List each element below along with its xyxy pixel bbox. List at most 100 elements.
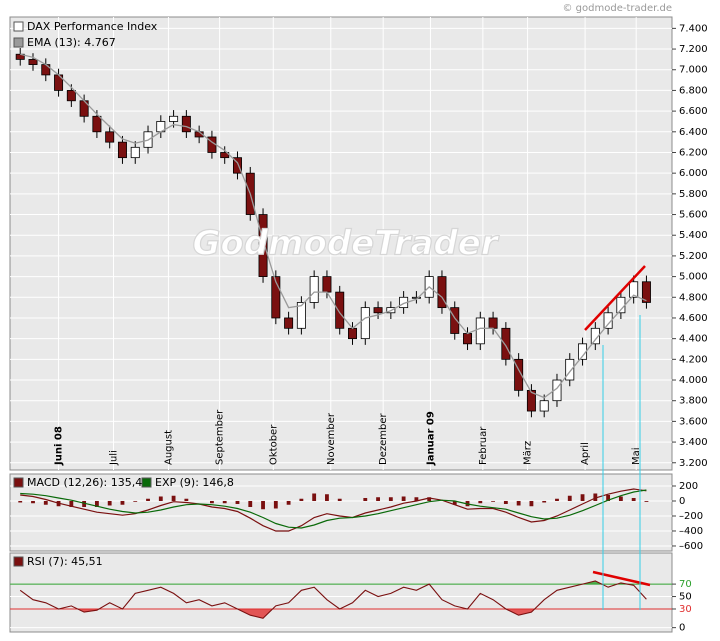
y-tick-label: –600 bbox=[679, 541, 703, 552]
y-tick-label: 0 bbox=[679, 623, 685, 634]
y-tick-label: 6.000 bbox=[679, 168, 708, 179]
histogram-bar bbox=[542, 500, 547, 503]
histogram-bar bbox=[529, 500, 534, 507]
histogram-bar bbox=[235, 500, 240, 504]
ema-line bbox=[20, 53, 647, 399]
x-tick-label: Oktober bbox=[268, 424, 279, 465]
plot-area bbox=[10, 17, 672, 470]
legend-label: DAX Performance Index bbox=[27, 20, 158, 33]
y-tick-label: 50 bbox=[679, 592, 692, 603]
histogram-bar bbox=[631, 497, 636, 501]
histogram-bar bbox=[491, 500, 495, 502]
histogram-bar bbox=[171, 495, 176, 501]
y-tick-label: 5.800 bbox=[679, 189, 708, 200]
histogram-bar bbox=[503, 500, 508, 504]
y-tick-label: 6.200 bbox=[679, 147, 708, 158]
x-tick-label: August bbox=[163, 430, 174, 465]
histogram-bar bbox=[312, 493, 317, 501]
y-tick-label: 3.600 bbox=[679, 416, 708, 427]
legend-label: EMA (13): 4.767 bbox=[27, 36, 116, 49]
panel-background bbox=[9, 552, 673, 633]
histogram-bar bbox=[184, 498, 189, 501]
source: © godmode-trader.de bbox=[563, 3, 673, 14]
y-tick-label: 6.400 bbox=[679, 127, 708, 138]
histogram-bar bbox=[337, 498, 342, 501]
candle-body bbox=[271, 276, 281, 319]
candle-body bbox=[169, 115, 179, 122]
candle-body bbox=[92, 115, 102, 133]
candle-body bbox=[130, 146, 140, 159]
histogram-bar bbox=[248, 500, 253, 507]
candle-body bbox=[117, 141, 127, 159]
y-tick-label: 5.600 bbox=[679, 210, 708, 221]
candle-body bbox=[309, 276, 319, 303]
histogram-bar bbox=[94, 500, 99, 507]
x-tick-label: Dezember bbox=[378, 413, 389, 465]
histogram-bar bbox=[618, 496, 623, 501]
candle-body bbox=[258, 214, 268, 277]
histogram-bar bbox=[580, 494, 585, 501]
y-tick-label: 6.800 bbox=[679, 85, 708, 96]
histogram-bar bbox=[388, 497, 393, 501]
legend-label: EXP (9): 146,8 bbox=[155, 476, 234, 489]
candle-body bbox=[181, 115, 191, 133]
histogram-bar bbox=[567, 495, 572, 501]
y-tick-label: 3.800 bbox=[679, 396, 708, 407]
watermark: GodmodeTrader bbox=[192, 224, 499, 264]
histogram-bar bbox=[299, 498, 304, 501]
candle-body bbox=[603, 312, 613, 329]
candle-body bbox=[322, 276, 332, 293]
legend-swatch bbox=[13, 477, 24, 488]
histogram-bar bbox=[261, 500, 265, 510]
histogram-bar bbox=[273, 500, 278, 509]
histogram-bar bbox=[376, 497, 380, 501]
histogram-bar bbox=[146, 498, 150, 501]
candle-body bbox=[66, 90, 76, 102]
histogram-bar bbox=[31, 500, 35, 504]
y-tick-label: 4.000 bbox=[679, 375, 708, 386]
panel-background bbox=[9, 473, 673, 552]
histogram-bar bbox=[427, 497, 432, 501]
legend-swatch bbox=[13, 37, 24, 48]
indicator-line bbox=[20, 489, 647, 529]
candle-body bbox=[590, 327, 600, 345]
histogram-bar bbox=[516, 500, 521, 506]
histogram-bar bbox=[414, 497, 419, 501]
x-tick-label: Mai bbox=[631, 447, 642, 465]
y-tick-label: 5.200 bbox=[679, 251, 708, 262]
histogram-bar bbox=[158, 496, 163, 501]
candle-body bbox=[565, 358, 575, 381]
indicator-line bbox=[20, 488, 647, 532]
y-tick-label: 3.200 bbox=[679, 458, 708, 469]
candle-body bbox=[335, 291, 345, 329]
x-tick-label: November bbox=[326, 412, 337, 465]
x-tick-label: Juli bbox=[109, 450, 120, 466]
legend-swatch bbox=[141, 477, 152, 488]
candle-body bbox=[475, 317, 485, 345]
histogram-bar bbox=[606, 494, 611, 501]
candle-body bbox=[411, 296, 421, 299]
legend-swatch bbox=[13, 556, 24, 567]
y-tick-label: 4.600 bbox=[679, 313, 708, 324]
histogram-bar bbox=[222, 500, 227, 504]
y-tick-label: –400 bbox=[679, 526, 703, 537]
candle-body bbox=[450, 307, 460, 334]
candle-body bbox=[28, 59, 38, 65]
histogram-bar bbox=[18, 500, 23, 503]
candle-body bbox=[641, 281, 651, 303]
rsi-line bbox=[19, 580, 647, 619]
candle-body bbox=[437, 276, 447, 309]
histogram-bar bbox=[478, 500, 483, 504]
trend-line bbox=[584, 265, 646, 331]
panel-background bbox=[9, 16, 673, 471]
y-tick-label: –200 bbox=[679, 511, 703, 522]
y-tick-label: 4.200 bbox=[679, 354, 708, 365]
y-tick-label: 70 bbox=[679, 579, 692, 590]
histogram-bar bbox=[555, 498, 559, 501]
candle-body bbox=[105, 131, 115, 143]
candle-body bbox=[463, 333, 473, 345]
histogram-bar bbox=[325, 494, 329, 501]
candle-body bbox=[539, 400, 549, 412]
x-tick-label: April bbox=[580, 442, 591, 465]
